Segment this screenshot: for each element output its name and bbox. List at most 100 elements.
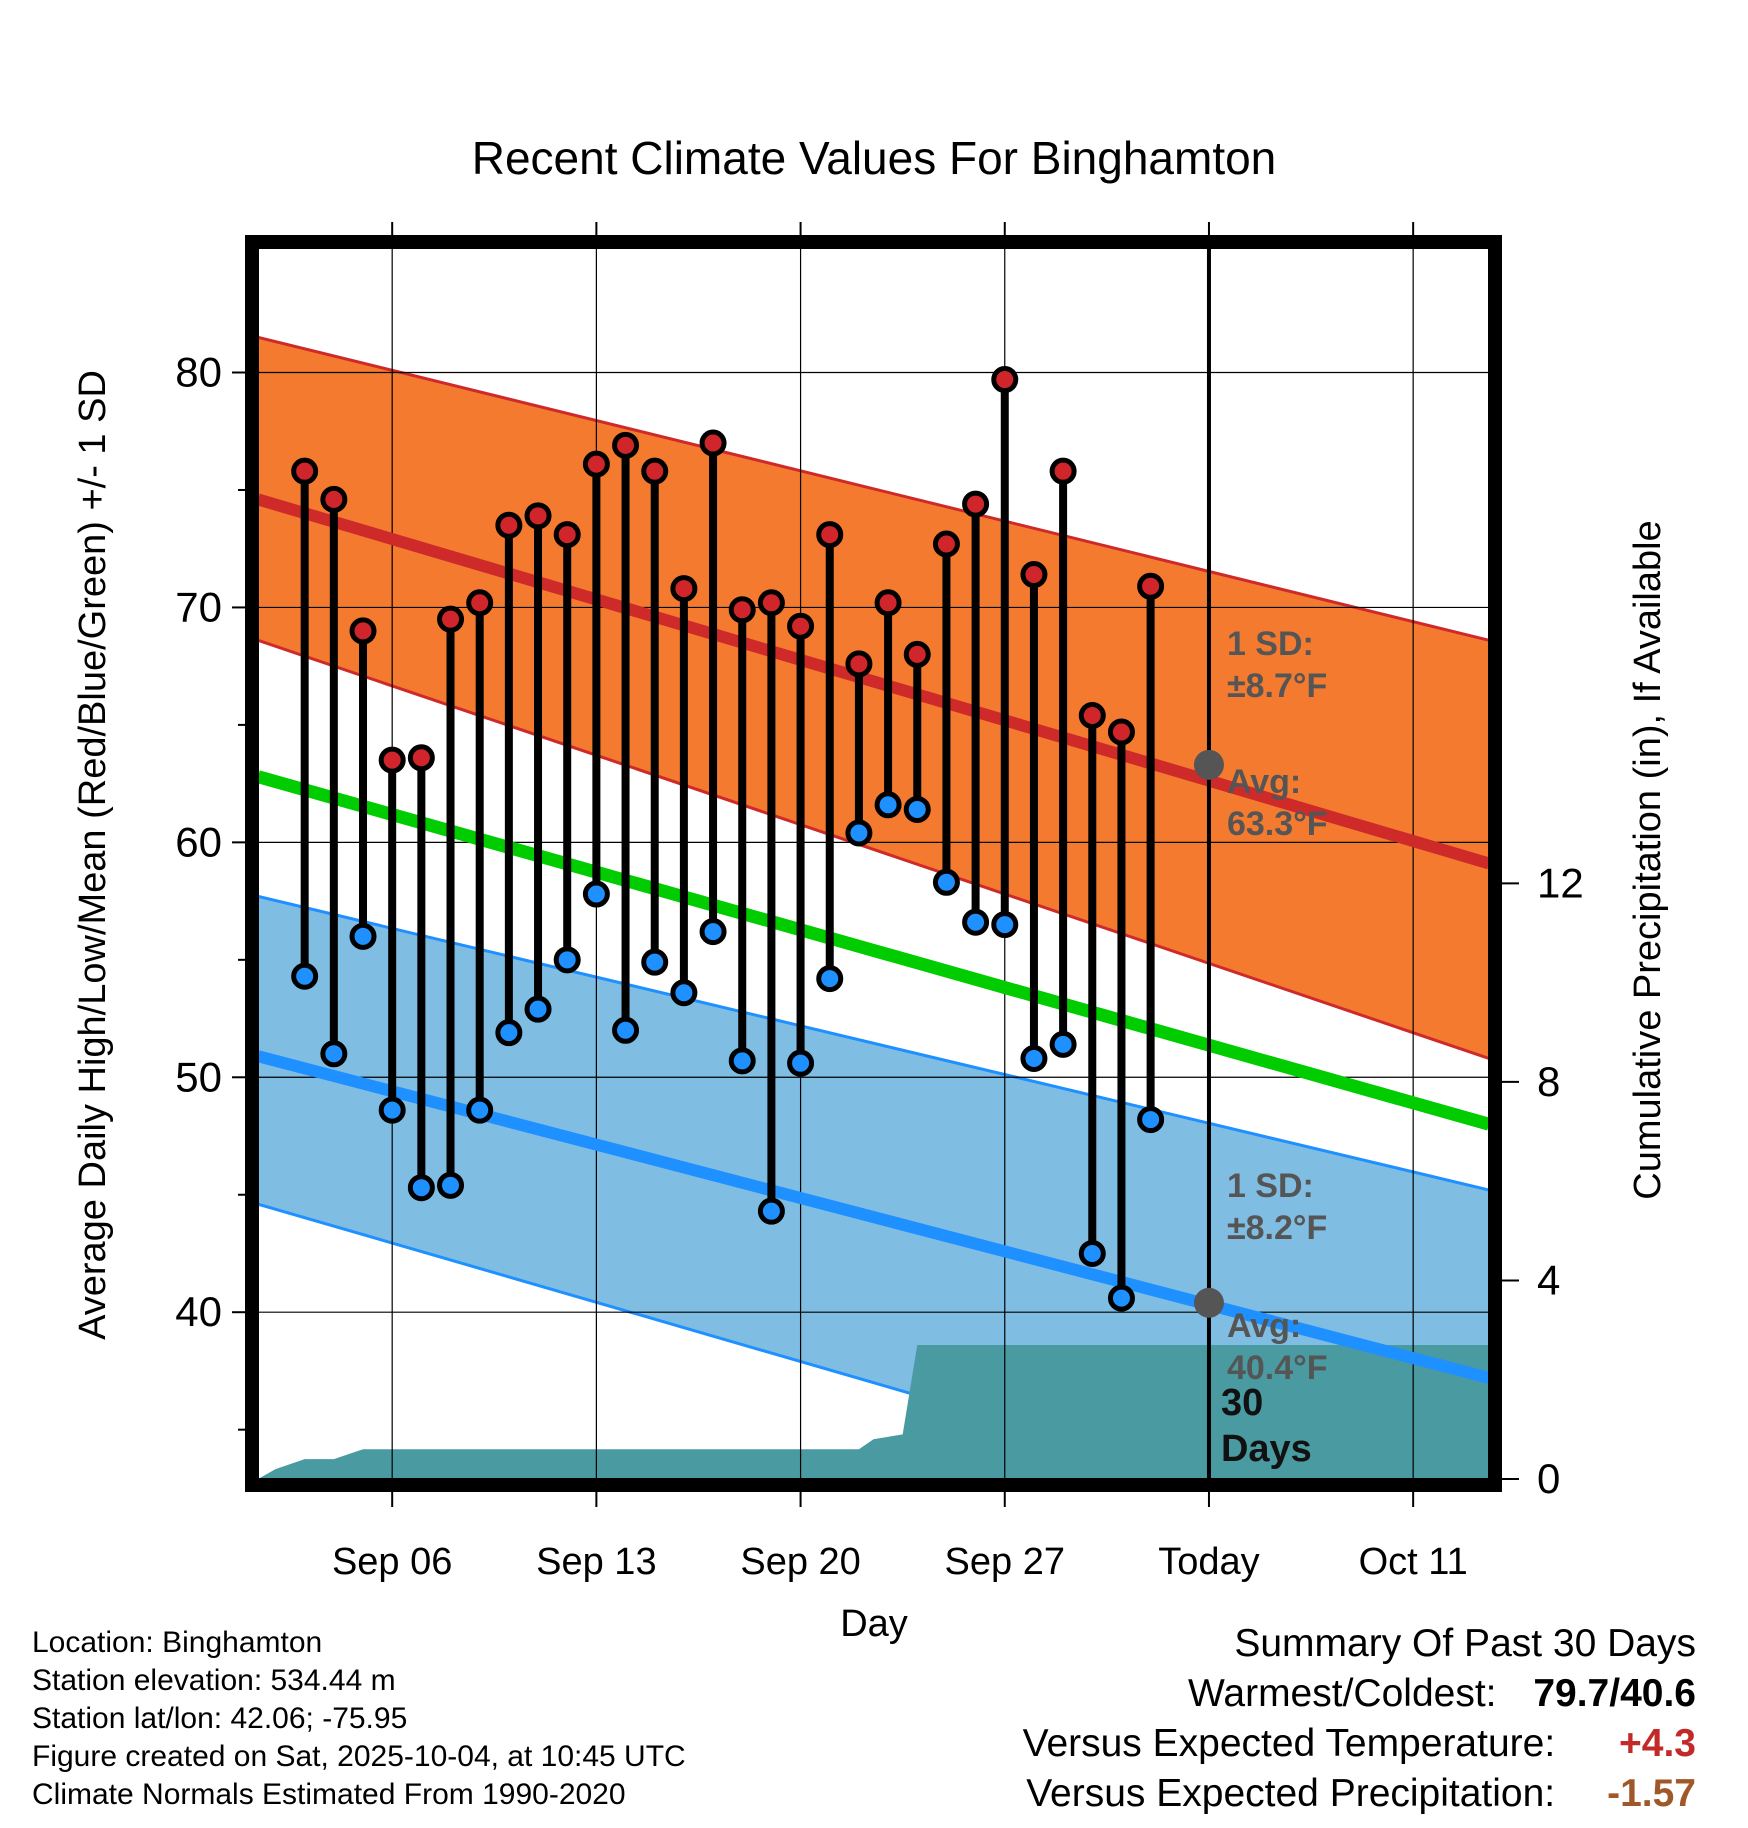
plot-area: 1 SD: ±8.7°F Avg: 63.3°F 1 SD: ±8.2°F Avg: 40.4… <box>175 222 1584 1583</box>
info-normals: Climate Normals Estimated From 1990-2020 <box>32 1778 626 1811</box>
precip-area <box>258 1344 1489 1479</box>
summary-temp-row: Versus Expected Temperature: +4.3 <box>1023 1722 1696 1766</box>
x-tick-label: Oct 11 <box>1359 1541 1468 1583</box>
obs-high-point <box>991 366 1019 394</box>
obs-low-point <box>1020 1044 1048 1072</box>
info-location: Location: Binghamton <box>32 1626 323 1659</box>
x-axis-label: Day <box>840 1603 908 1645</box>
chart-title: Recent Climate Values For Binghamton <box>472 132 1277 184</box>
low-sd-band <box>258 896 1489 1479</box>
low-band-lower-edge <box>258 1202 1211 1479</box>
high-sd-band <box>258 337 1489 1059</box>
y-left-tick-label: 40 <box>175 1288 222 1335</box>
obs-high-point <box>378 746 406 774</box>
obs-high-point <box>1137 572 1165 600</box>
info-latlon: Station lat/lon: 42.06; -75.95 <box>32 1702 408 1735</box>
obs-high-point <box>641 457 669 485</box>
info-created: Figure created on Sat, 2025-10-04, at 10… <box>32 1740 686 1773</box>
window-label-top: 30 <box>1221 1382 1263 1424</box>
obs-high-point <box>320 485 348 513</box>
obs-high-point <box>903 640 931 668</box>
obs-low-point <box>816 965 844 993</box>
y-axis-right-label: Cumulative Precipitation (in), If Availa… <box>1627 520 1669 1199</box>
y-axis-left-label: Average Daily High/Low/Mean (Red/Blue/Gr… <box>72 370 114 1340</box>
y-right-tick-label: 0 <box>1537 1455 1560 1502</box>
low-avg-value: 40.4°F <box>1227 1349 1328 1387</box>
y-right-tick-label: 4 <box>1537 1256 1560 1303</box>
obs-low-point <box>320 1040 348 1068</box>
obs-low-point <box>1049 1030 1077 1058</box>
obs-high-point <box>1049 457 1077 485</box>
obs-high-point <box>845 650 873 678</box>
low-sd-label: 1 SD: <box>1227 1167 1314 1205</box>
high-band-lower-edge <box>258 638 1489 1060</box>
low-avg-label: Avg: <box>1227 1307 1301 1345</box>
low-avg-today-marker <box>1193 1287 1224 1318</box>
summary-precip-row: Versus Expected Precipitation: -1.57 <box>1026 1772 1696 1816</box>
low-band-upper-edge <box>258 894 1489 1192</box>
x-tick-label: Sep 20 <box>740 1541 860 1583</box>
high-band-upper-edge <box>258 335 1489 642</box>
obs-high-point <box>932 530 960 558</box>
obs-high-point <box>466 589 494 617</box>
y-left-tick-label: 60 <box>175 818 222 865</box>
obs-low-point <box>991 911 1019 939</box>
obs-low-point <box>787 1049 815 1077</box>
window-label-bottom: Days <box>1221 1428 1312 1470</box>
obs-high-point <box>670 575 698 603</box>
obs-high-point <box>962 490 990 518</box>
info-elevation: Station elevation: 534.44 m <box>32 1664 396 1697</box>
obs-high-point <box>816 521 844 549</box>
obs-high-point <box>1107 718 1135 746</box>
obs-low-point <box>845 819 873 847</box>
obs-high-point <box>699 429 727 457</box>
obs-low-point <box>670 979 698 1007</box>
plot-inner <box>258 248 1489 1479</box>
y-right-tick-label: 8 <box>1537 1058 1560 1105</box>
obs-low-point <box>524 995 552 1023</box>
obs-high-point <box>349 617 377 645</box>
obs-low-point <box>903 795 931 823</box>
y-left-tick-label: 70 <box>175 583 222 630</box>
y-left-tick-label: 50 <box>175 1053 222 1100</box>
x-tick-label: Sep 13 <box>536 1541 656 1583</box>
obs-high-point <box>874 589 902 617</box>
obs-low-point <box>757 1197 785 1225</box>
obs-low-point <box>582 880 610 908</box>
y-left-tick-label: 80 <box>175 349 222 396</box>
obs-low-point <box>1107 1284 1135 1312</box>
obs-high-point <box>757 589 785 617</box>
obs-high-point <box>495 511 523 539</box>
high-avg-value: 63.3°F <box>1227 805 1328 843</box>
obs-high-point <box>291 457 319 485</box>
high-avg-line <box>258 493 1489 870</box>
obs-high-point <box>728 596 756 624</box>
x-tick-label: Today <box>1158 1541 1259 1583</box>
x-tick-label: Sep 27 <box>945 1541 1065 1583</box>
obs-high-point <box>582 450 610 478</box>
summary-warmest-label: Warmest/Coldest: <box>1188 1672 1497 1715</box>
high-avg-label: Avg: <box>1227 763 1301 801</box>
obs-high-point <box>407 744 435 772</box>
obs-low-point <box>495 1019 523 1047</box>
obs-low-point <box>641 948 669 976</box>
obs-low-point <box>1137 1106 1165 1134</box>
low-avg-line <box>258 1050 1489 1384</box>
obs-high-point <box>437 605 465 633</box>
mean-avg-line <box>258 770 1489 1131</box>
obs-high-point <box>612 431 640 459</box>
summary-warmest-row: Warmest/Coldest: 79.7/40.6 <box>1188 1672 1696 1716</box>
low-sd-value: ±8.2°F <box>1227 1209 1327 1247</box>
y-right-tick-label: 12 <box>1537 859 1584 906</box>
obs-high-point <box>787 612 815 640</box>
obs-high-point <box>1078 701 1106 729</box>
obs-high-point <box>553 521 581 549</box>
obs-low-point <box>699 918 727 946</box>
obs-low-point <box>407 1174 435 1202</box>
obs-low-point <box>466 1096 494 1124</box>
obs-low-point <box>1078 1239 1106 1267</box>
obs-low-point <box>612 1016 640 1044</box>
obs-low-point <box>874 791 902 819</box>
x-tick-label: Sep 06 <box>332 1541 452 1583</box>
